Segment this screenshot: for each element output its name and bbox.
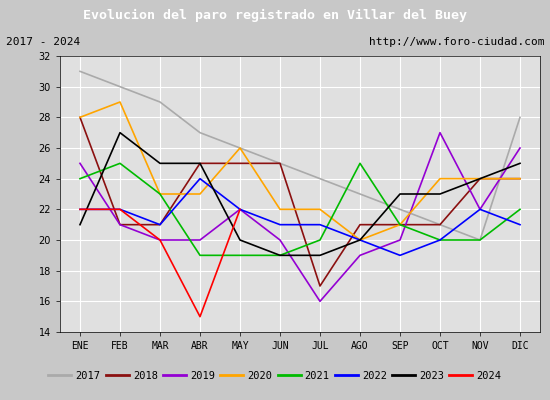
Text: 2017 - 2024: 2017 - 2024 (6, 37, 80, 47)
Legend: 2017, 2018, 2019, 2020, 2021, 2022, 2023, 2024: 2017, 2018, 2019, 2020, 2021, 2022, 2023… (44, 367, 506, 385)
Text: http://www.foro-ciudad.com: http://www.foro-ciudad.com (369, 37, 544, 47)
Text: Evolucion del paro registrado en Villar del Buey: Evolucion del paro registrado en Villar … (83, 8, 467, 22)
